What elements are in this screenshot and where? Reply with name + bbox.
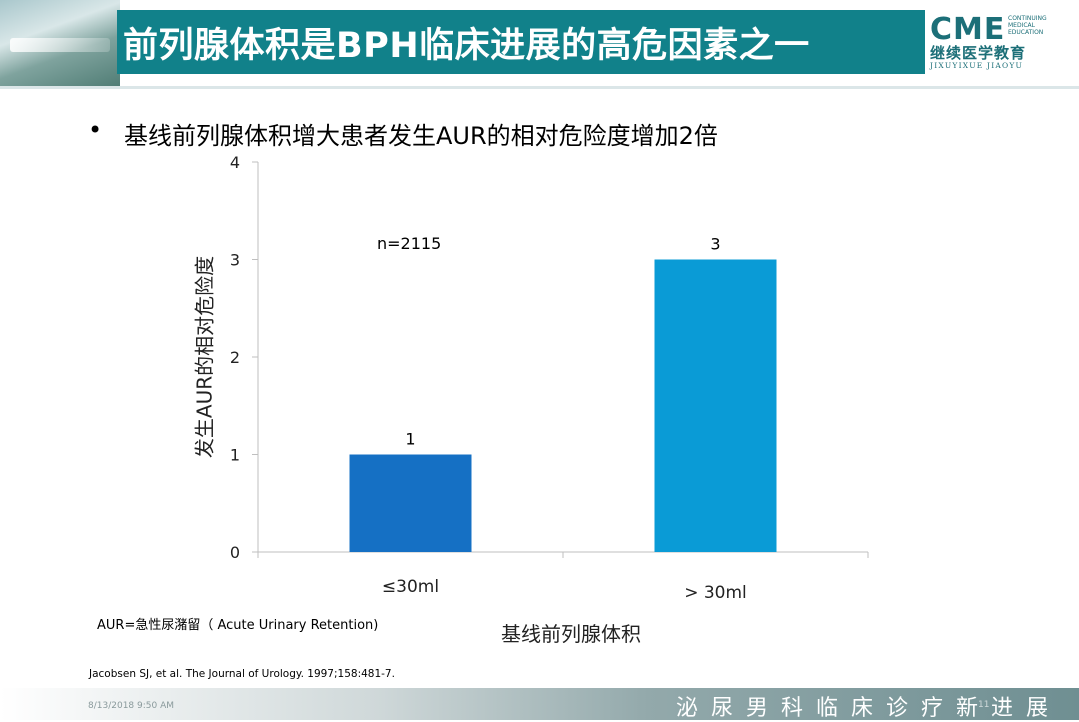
y-tick-label: 2 — [230, 348, 240, 367]
bullet-point: • 基线前列腺体积增大患者发生AUR的相对危险度增加2倍 — [88, 116, 718, 151]
logo-main-text: CME — [930, 12, 1006, 47]
logo-small-line: CONTINUING — [1008, 15, 1047, 22]
bar-2 — [654, 259, 777, 552]
logo-pinyin-text: JIXUYIXUE JIAOYU — [930, 61, 1024, 70]
logo-small-text: CONTINUING MEDICAL EDUCATION — [1008, 15, 1068, 36]
title-bar: 前列腺体积是BPH临床进展的高危因素之一 — [117, 10, 925, 74]
y-axis-title: 发生AUR的相对危险度 — [192, 255, 217, 459]
y-axis-ticks: 0 1 2 3 4 — [230, 153, 258, 562]
slide-header: 前列腺体积是BPH临床进展的高危因素之一 CME CONTINUING MEDI… — [0, 0, 1079, 89]
data-labels: 13 — [405, 235, 720, 449]
x-category-label-1: ≤30ml — [382, 577, 439, 597]
bullet-text: 基线前列腺体积增大患者发生AUR的相对危险度增加2倍 — [124, 122, 718, 150]
bar-series — [349, 259, 777, 552]
sample-size-annotation: n=2115 — [377, 234, 442, 253]
slide-date: 8/13/2018 9:50 AM — [88, 701, 175, 711]
abbreviation-footnote: AUR=急性尿潴留（ Acute Urinary Retention) — [97, 618, 379, 633]
x-category-label-2: > 30ml — [684, 583, 747, 603]
y-tick-label: 4 — [230, 153, 240, 172]
y-tick-label: 3 — [230, 251, 240, 270]
slide-footer: 8/13/2018 9:50 AM 11 泌尿男科临床诊疗新进展 — [0, 688, 1079, 721]
bullet-marker: • — [88, 116, 103, 144]
x-axis-title: 基线前列腺体积 — [501, 622, 641, 646]
y-tick-label: 1 — [230, 446, 240, 465]
header-scenic-image — [0, 0, 120, 88]
data-label-1: 1 — [405, 430, 415, 449]
slide-page-number: 11 — [978, 700, 990, 710]
y-tick-label: 0 — [230, 543, 240, 562]
logo-small-line: EDUCATION — [1008, 29, 1044, 36]
slide-title: 前列腺体积是BPH临床进展的高危因素之一 — [123, 25, 810, 66]
x-axis-ticks: ≤30ml > 30ml — [257, 552, 869, 603]
logo-small-line: MEDICAL — [1008, 22, 1035, 29]
header-divider — [0, 86, 1079, 89]
bar-1 — [349, 454, 472, 552]
logo-chinese-text: 继续医学教育 — [930, 44, 1027, 62]
cme-logo: CME CONTINUING MEDICAL EDUCATION 继续医学教育 … — [930, 12, 1070, 72]
data-label-2: 3 — [710, 235, 720, 254]
reference-citation: Jacobsen SJ, et al. The Journal of Urolo… — [89, 668, 395, 680]
footer-slogan: 泌尿男科临床诊疗新进展 — [675, 696, 1061, 721]
